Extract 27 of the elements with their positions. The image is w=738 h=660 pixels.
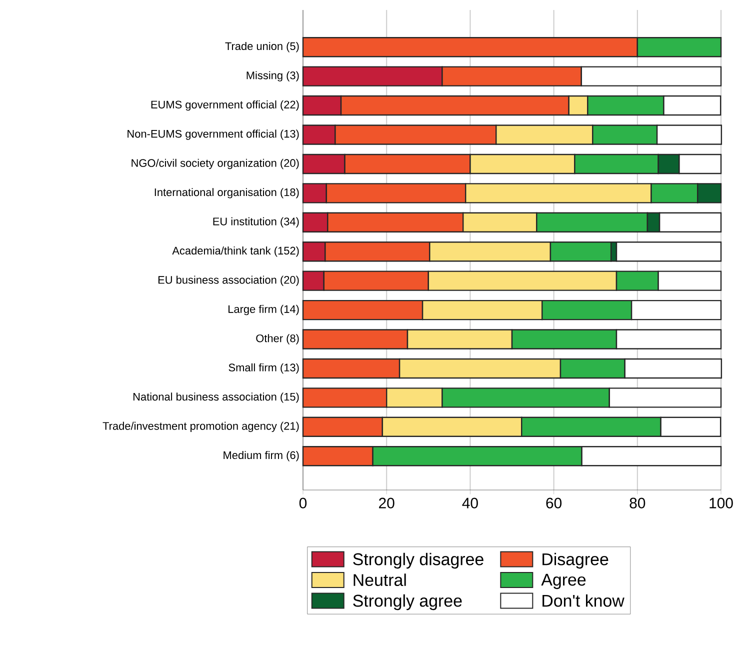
y-tick-label: National business association (15) (133, 392, 299, 403)
y-tick-label: International organisation (18) (154, 188, 299, 198)
x-tick-label: 0 (299, 498, 307, 508)
y-tick-label: NGO/civil society organization (20) (132, 158, 299, 170)
y-tick-label: EU business association (20) (158, 276, 299, 286)
x-tick-label: 80 (630, 498, 646, 508)
y-tick-label: Large firm (14) (228, 304, 299, 316)
x-tick-label: 100 (710, 498, 733, 508)
y-tick-label: Trade/investment promotion agency (21) (102, 422, 299, 432)
legend-label: Disagree (542, 552, 608, 569)
y-tick-label: Academia/think tank (152) (172, 246, 299, 257)
y-tick-label: Other (8) (256, 334, 299, 344)
y-tick-label: Non-EUMS government official (13) (128, 130, 299, 140)
legend-label: Strongly disagree (353, 552, 484, 569)
y-tick-label: Missing (3) (246, 71, 299, 82)
y-tick-label: Small firm (13) (228, 363, 299, 374)
x-tick-label: 20 (379, 498, 394, 508)
y-tick-label: EU institution (34) (213, 217, 299, 228)
y-tick-label: Medium firm (6) (224, 451, 299, 462)
x-tick-label: 40 (462, 498, 478, 508)
legend-label: Strongly agree (353, 594, 462, 610)
legend-label: Don't know (542, 594, 624, 607)
legend-label: Neutral (354, 574, 406, 586)
x-tick-label: 60 (546, 498, 562, 508)
legend-label: Agree (541, 574, 586, 590)
y-tick-label: EUMS government official (22) (151, 100, 299, 111)
y-tick-label: Trade union (5) (225, 42, 299, 52)
